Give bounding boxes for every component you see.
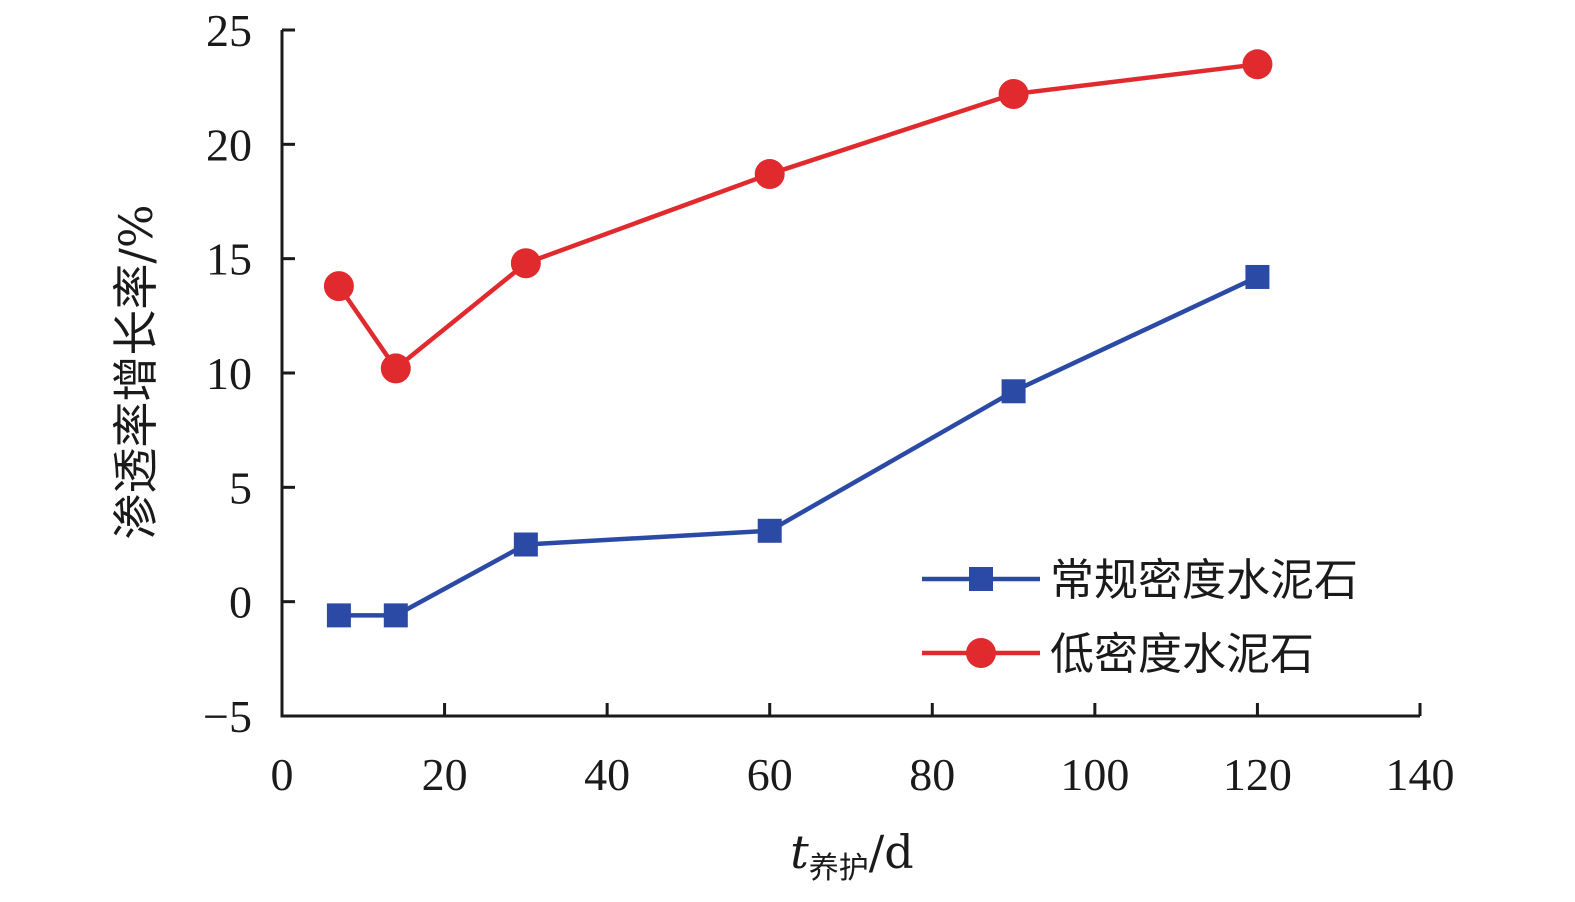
data-point — [383, 603, 408, 628]
data-point — [380, 353, 411, 384]
x-tick-label: 20 — [422, 749, 468, 800]
data-point — [326, 603, 351, 628]
x-tick-label: 120 — [1223, 749, 1292, 800]
y-tick-label: 0 — [229, 577, 252, 628]
data-point — [323, 271, 354, 302]
series-line — [337, 62, 1258, 371]
data-point — [757, 518, 782, 543]
x-axis-label: t养护/d — [790, 825, 913, 886]
y-axis-label: 渗透率增长率/% — [109, 204, 163, 539]
series-1 — [326, 264, 1270, 628]
x-tick-label: 60 — [747, 749, 793, 800]
legend-marker — [969, 567, 993, 591]
data-point — [1001, 379, 1026, 404]
y-tick-label: 10 — [206, 348, 252, 399]
x-tick-label: 100 — [1060, 749, 1129, 800]
data-point — [513, 532, 538, 557]
series-layer — [323, 49, 1273, 628]
x-axis-label-unit: /d — [869, 825, 914, 879]
legend-label: 低密度水泥石 — [1050, 629, 1314, 680]
y-tick-label: −5 — [203, 691, 252, 742]
data-point — [1245, 264, 1270, 289]
y-tick-label: 20 — [206, 119, 252, 170]
axes: −5 0 5 10 15 20 25 0 20 40 60 80 100 120 140 — [203, 5, 1454, 800]
data-point — [998, 79, 1029, 110]
series-2 — [323, 49, 1273, 384]
x-axis-label-subscript: 养护 — [809, 851, 869, 886]
x-tick-label: 80 — [909, 749, 955, 800]
legend-marker — [966, 638, 996, 668]
data-point — [510, 248, 541, 279]
x-axis-label-symbol: t — [790, 825, 809, 879]
x-tick-label: 40 — [584, 749, 630, 800]
x-tick-label: 0 — [271, 749, 294, 800]
legend-label: 常规密度水泥石 — [1050, 555, 1358, 606]
y-tick-label: 15 — [206, 234, 252, 285]
data-point — [754, 159, 785, 190]
legend-entry: 低密度水泥石 — [922, 629, 1314, 680]
x-tick-label: 140 — [1386, 749, 1455, 800]
y-tick-label: 25 — [206, 5, 252, 56]
legend-entry: 常规密度水泥石 — [922, 555, 1358, 606]
data-point — [1242, 49, 1273, 80]
y-tick-label: 5 — [229, 462, 252, 513]
